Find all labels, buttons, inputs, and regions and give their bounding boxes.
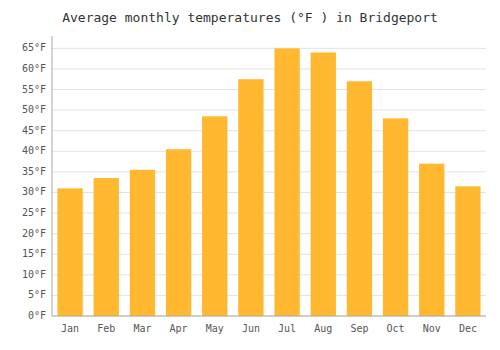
title: Average monthly temperatures (°F ) in Br… bbox=[62, 10, 438, 25]
x-tick-label: Aug bbox=[314, 323, 332, 334]
bar bbox=[347, 81, 372, 316]
y-tick-label: 60°F bbox=[22, 63, 46, 74]
bar bbox=[311, 52, 336, 316]
grid-line bbox=[52, 151, 486, 152]
bar bbox=[419, 164, 444, 316]
y-tick-label: 20°F bbox=[22, 228, 46, 239]
x-tick-label: May bbox=[206, 323, 224, 334]
bars bbox=[57, 48, 480, 316]
x-tick-label: Jun bbox=[242, 323, 260, 334]
y-tick-label: 65°F bbox=[22, 42, 46, 53]
x-tick-label: Apr bbox=[170, 323, 188, 334]
x-tick-label: Jan bbox=[61, 323, 79, 334]
y-tick-label: 0°F bbox=[28, 310, 46, 321]
x-tick-label: Dec bbox=[459, 323, 477, 334]
grid-line bbox=[52, 110, 486, 111]
y-tick-label: 55°F bbox=[22, 84, 46, 95]
grid-line bbox=[52, 89, 486, 90]
bar bbox=[202, 116, 227, 316]
y-tick-label: 50°F bbox=[22, 104, 46, 115]
x-tick-label: Oct bbox=[387, 323, 405, 334]
bar bbox=[274, 48, 299, 316]
x-tick-label: Jul bbox=[278, 323, 296, 334]
chart: 0°F 5°F 10°F 15°F 20°F 25°F 30°F 35°F 40°F 45°F 50… bbox=[0, 0, 500, 350]
bar bbox=[130, 170, 155, 316]
grid-line bbox=[52, 48, 486, 49]
y-tick-label: 30°F bbox=[22, 186, 46, 197]
bar bbox=[94, 178, 119, 316]
bar bbox=[166, 149, 191, 316]
bar bbox=[455, 186, 480, 316]
grid-line bbox=[52, 316, 486, 317]
x-tick-label: Nov bbox=[423, 323, 441, 334]
y-tick-label: 35°F bbox=[22, 166, 46, 177]
grid-line bbox=[52, 68, 486, 69]
y-tick-label: 5°F bbox=[28, 289, 46, 300]
y-tick-label: 10°F bbox=[22, 269, 46, 280]
y-grid bbox=[52, 48, 486, 316]
bar bbox=[238, 79, 263, 316]
bar bbox=[383, 118, 408, 316]
x-axis-line bbox=[52, 316, 486, 317]
chart-container: 0°F 5°F 10°F 15°F 20°F 25°F 30°F 35°F 40°F 45°F 50… bbox=[0, 0, 500, 350]
x-axis: Jan Feb Mar Apr May Jun Jul Aug Sep Oct Nov Dec bbox=[52, 316, 486, 334]
y-tick-label: 15°F bbox=[22, 248, 46, 259]
y-tick-label: 40°F bbox=[22, 145, 46, 156]
y-axis-line bbox=[52, 36, 53, 316]
x-tick-label: Feb bbox=[97, 323, 115, 334]
y-tick-label: 45°F bbox=[22, 125, 46, 136]
bar bbox=[57, 188, 82, 316]
grid-line bbox=[52, 130, 486, 131]
y-tick-label: 25°F bbox=[22, 207, 46, 218]
x-tick-label: Sep bbox=[350, 323, 368, 334]
y-axis: 0°F 5°F 10°F 15°F 20°F 25°F 30°F 35°F 40°F 45°F 50… bbox=[22, 36, 52, 321]
x-tick-label: Mar bbox=[133, 323, 151, 334]
